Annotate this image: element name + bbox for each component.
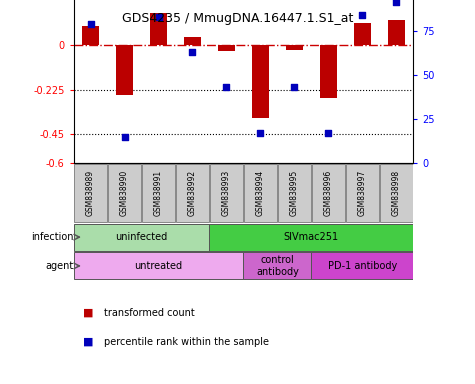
Text: GSM838992: GSM838992 [188, 170, 197, 216]
FancyBboxPatch shape [142, 164, 175, 222]
FancyBboxPatch shape [210, 164, 243, 222]
FancyBboxPatch shape [74, 252, 243, 280]
Point [223, 84, 230, 90]
FancyBboxPatch shape [346, 164, 379, 222]
Point [291, 84, 298, 90]
FancyBboxPatch shape [243, 252, 312, 280]
Text: infection: infection [31, 232, 74, 242]
Text: GSM838997: GSM838997 [358, 170, 367, 216]
Text: agent: agent [46, 261, 74, 271]
Text: PD-1 antibody: PD-1 antibody [328, 261, 397, 271]
Text: SIVmac251: SIVmac251 [284, 232, 339, 242]
Bar [116, 45, 133, 96]
Text: transformed count: transformed count [104, 308, 195, 318]
Text: ■: ■ [83, 308, 94, 318]
FancyBboxPatch shape [312, 252, 413, 280]
Bar [286, 45, 303, 50]
FancyBboxPatch shape [380, 164, 413, 222]
Point [324, 130, 332, 136]
Text: GSM838996: GSM838996 [324, 170, 333, 216]
Text: control
antibody: control antibody [256, 255, 299, 277]
Text: GSM838994: GSM838994 [256, 170, 265, 216]
FancyBboxPatch shape [312, 164, 345, 222]
Bar [354, 23, 371, 45]
Bar [320, 45, 337, 98]
Text: GSM838995: GSM838995 [290, 170, 299, 216]
FancyBboxPatch shape [176, 164, 209, 222]
Bar [252, 45, 269, 118]
Text: GSM838998: GSM838998 [392, 170, 401, 216]
FancyBboxPatch shape [244, 164, 277, 222]
Point [155, 13, 162, 20]
Point [87, 21, 95, 27]
Bar [150, 13, 167, 45]
Point [189, 49, 196, 55]
Bar [184, 36, 201, 45]
Text: GDS4235 / MmugDNA.16447.1.S1_at: GDS4235 / MmugDNA.16447.1.S1_at [122, 12, 353, 25]
Point [256, 130, 264, 136]
Point [121, 134, 128, 140]
Text: GSM838993: GSM838993 [222, 170, 231, 216]
Text: ■: ■ [83, 337, 94, 347]
FancyBboxPatch shape [278, 164, 311, 222]
FancyBboxPatch shape [209, 223, 413, 251]
Text: untreated: untreated [134, 261, 182, 271]
Text: uninfected: uninfected [115, 232, 168, 242]
FancyBboxPatch shape [74, 223, 209, 251]
Bar [388, 20, 405, 45]
Text: GSM838991: GSM838991 [154, 170, 163, 216]
Bar [82, 26, 99, 45]
Text: GSM838990: GSM838990 [120, 170, 129, 216]
Bar [218, 45, 235, 51]
Point [359, 12, 366, 18]
FancyBboxPatch shape [74, 164, 107, 222]
Text: percentile rank within the sample: percentile rank within the sample [104, 337, 269, 347]
Text: GSM838989: GSM838989 [86, 170, 95, 216]
Point [392, 0, 400, 5]
FancyBboxPatch shape [108, 164, 141, 222]
